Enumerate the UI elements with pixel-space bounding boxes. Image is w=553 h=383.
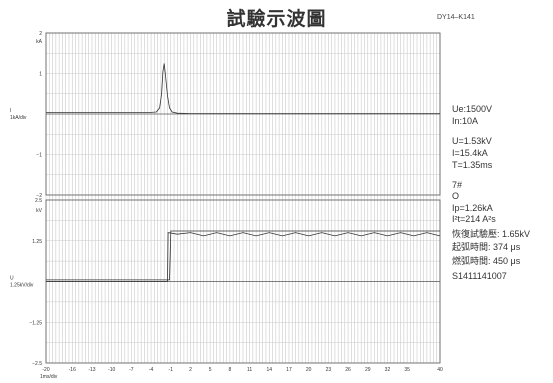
x-tick-label: 26 (345, 367, 351, 373)
x-tick-label: -1 (169, 367, 174, 373)
x-tick-label: -16 (69, 367, 76, 373)
x-tick-label: -20 (42, 367, 49, 373)
x-tick-label: 17 (286, 367, 292, 373)
joule-integral: I²t=214 A²s (452, 214, 496, 224)
x-tick-label: 14 (266, 367, 272, 373)
x-tick-label: 35 (404, 367, 410, 373)
y-tick-label: −2 (36, 193, 42, 199)
y-tick-label: −1.25 (29, 320, 42, 326)
y-tick-label: −2.5 (32, 361, 42, 367)
x-axis-label: 1ms/div (40, 374, 58, 380)
y-tick-label: kV (36, 208, 43, 214)
page-title: 試驗示波圖 (226, 9, 327, 30)
x-tick-label: 23 (326, 367, 332, 373)
x-tick-label: 40 (437, 367, 443, 373)
recovery-voltage: 恢復試驗壓: 1.65kV (452, 229, 531, 239)
rated-current: In:10A (452, 116, 479, 126)
x-tick-label: -4 (149, 367, 154, 373)
series-line (46, 63, 440, 114)
y-axis-unit: U (10, 276, 14, 282)
x-tick-label: -13 (88, 367, 95, 373)
y-tick-label: 1.25 (32, 239, 42, 245)
y-axis-unit: I (10, 108, 11, 114)
y-tick-label: 2 (39, 31, 42, 37)
x-tick-label: 5 (209, 367, 212, 373)
arcing-start-time: 起弧時間: 374 μs (452, 242, 521, 252)
test-current: I=15.4kA (452, 148, 488, 158)
time-constant: T=1.35ms (452, 160, 493, 170)
series-line (46, 232, 441, 282)
x-tick-label: 8 (228, 367, 231, 373)
x-tick-label: 29 (365, 367, 371, 373)
y-tick-label: −1 (36, 153, 42, 159)
x-tick-label: -10 (108, 367, 115, 373)
test-code: DY14–K141 (437, 14, 475, 21)
x-tick-label: 11 (247, 367, 252, 373)
x-tick-label: 32 (385, 367, 391, 373)
serial-number: S1411141007 (452, 271, 507, 281)
y-tick-label: 2.5 (35, 198, 42, 204)
operation-code: O (452, 191, 460, 201)
test-voltage: U=1.53kV (452, 136, 492, 146)
x-tick-label: -7 (129, 367, 134, 373)
rated-voltage: Ue:1500V (452, 104, 493, 114)
y-tick-label: kA (36, 39, 43, 45)
arcing-time: 燃弧時間: 450 μs (452, 256, 521, 266)
y-tick-label: 1 (39, 72, 42, 78)
y-axis-scale: 1.25kV/div (10, 283, 34, 289)
peak-current: Ip=1.26kA (452, 203, 493, 213)
x-tick-label: 20 (306, 367, 312, 373)
y-axis-scale: 1kA/div (10, 115, 27, 121)
series-line (46, 230, 440, 281)
sample-number: 7# (452, 180, 463, 190)
x-tick-label: 2 (189, 367, 192, 373)
